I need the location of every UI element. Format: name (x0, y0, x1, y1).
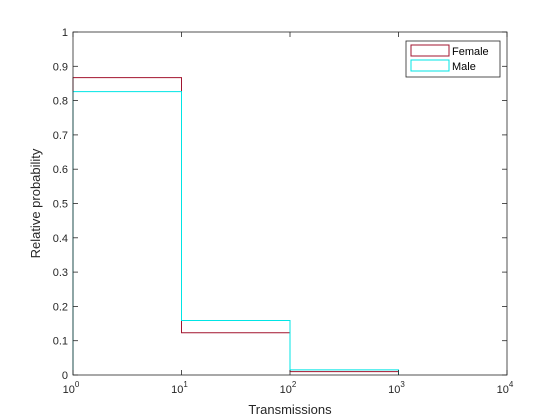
y-tick-label: 0 (62, 370, 68, 382)
legend-label-male: Male (452, 61, 476, 73)
legend-swatch-male (410, 59, 450, 72)
y-tick-label: 1 (62, 27, 68, 39)
y-tick-label: 0.3 (53, 267, 68, 279)
legend-label-female: Female (452, 46, 489, 58)
plot-area (73, 32, 507, 375)
y-tick-label: 0.8 (53, 96, 68, 108)
x-tick-label: 102 (280, 380, 297, 396)
x-tick-label: 101 (171, 380, 188, 396)
series-female-line (72, 77, 399, 375)
y-axis-title: Relative probability (28, 148, 43, 258)
y-tick-label: 0.4 (53, 233, 68, 245)
series-layer (72, 77, 399, 375)
x-axis-title: Transmissions (248, 402, 332, 417)
y-tick-label: 0.2 (53, 301, 68, 313)
x-tick-label: 103 (388, 380, 405, 396)
y-tick-label: 0.9 (53, 61, 68, 73)
x-tick-label: 100 (63, 380, 80, 396)
legend: Female Male (405, 40, 501, 78)
tick-layer: 0 0.1 0.2 0.3 0.4 0.5 0.6 0.7 0.8 0.9 1 100 101 102 10… (53, 27, 514, 396)
y-tick-label: 0.7 (53, 130, 68, 142)
legend-swatch-female (410, 44, 450, 57)
x-tick-label: 104 (497, 380, 514, 396)
y-tick-label: 0.1 (53, 336, 68, 348)
y-tick-label: 0.5 (53, 199, 68, 211)
series-male-line (72, 91, 399, 375)
y-tick-label: 0.6 (53, 164, 68, 176)
